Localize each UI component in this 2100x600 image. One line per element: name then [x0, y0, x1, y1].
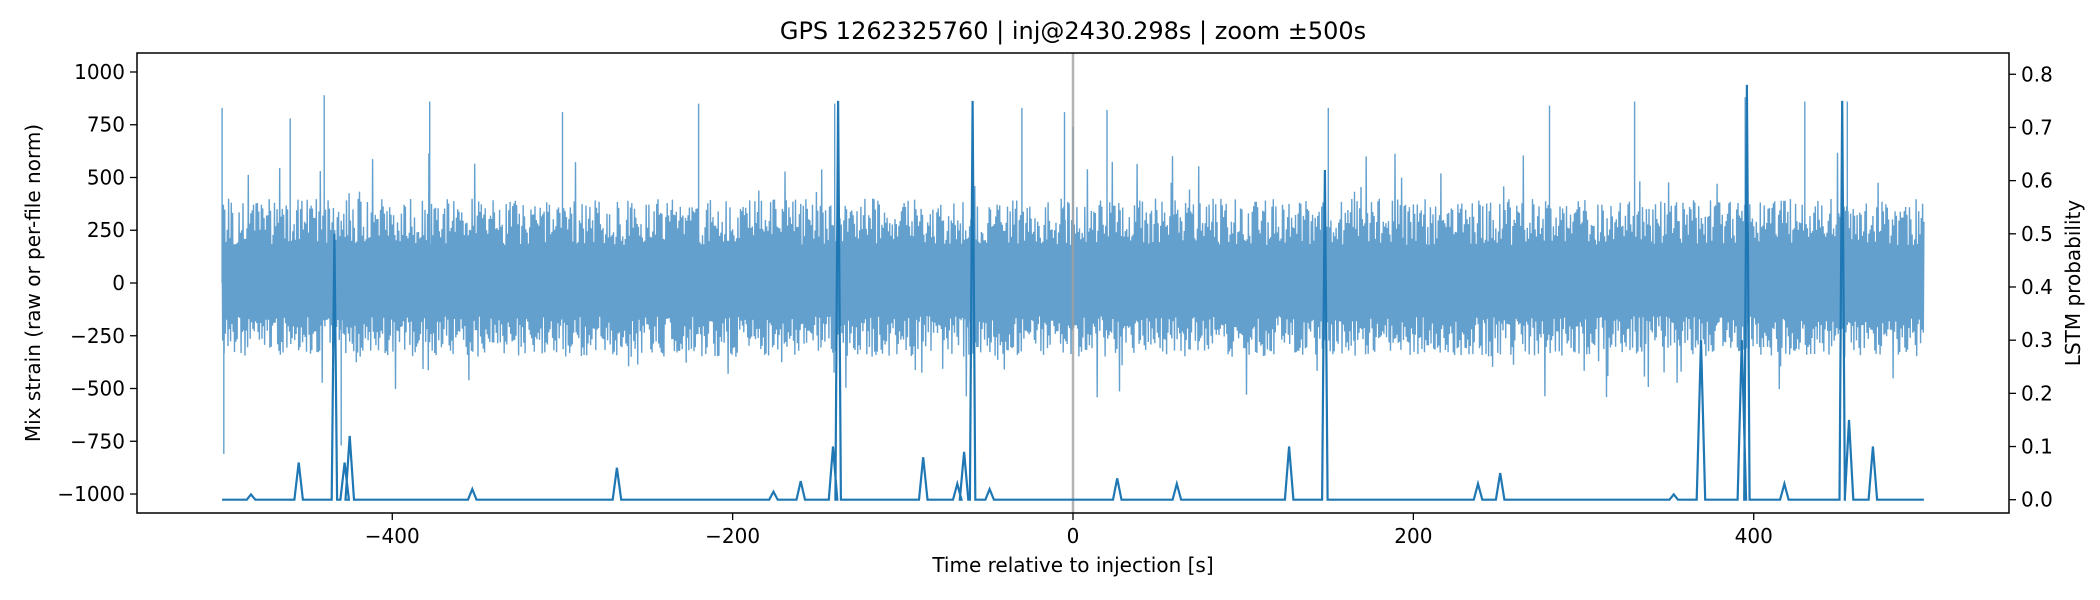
y-left-tick-label: 750: [87, 113, 125, 137]
x-axis-label: Time relative to injection [s]: [931, 553, 1213, 577]
y-right-tick-label: 0.7: [2021, 115, 2053, 139]
y-left-tick-label: −1000: [57, 482, 125, 506]
y-right-tick-label: 0.4: [2021, 275, 2053, 299]
x-tick-label: 400: [1735, 524, 1773, 548]
chart-title: GPS 1262325760 | inj@2430.298s | zoom ±5…: [780, 17, 1366, 45]
lstm-probability-line: [222, 84, 1924, 501]
y-right-tick-label: 0.2: [2021, 381, 2053, 405]
y-left-tick-label: 250: [87, 218, 125, 242]
y-axis-label-right: LSTM probability: [2061, 200, 2085, 367]
y-left-tick-label: 1000: [74, 60, 125, 84]
y-right-tick-label: 0.5: [2021, 222, 2053, 246]
y-left-tick-label: 0: [112, 271, 125, 295]
y-right-tick-label: 0.1: [2021, 435, 2053, 459]
y-left-tick-label: −250: [70, 324, 125, 348]
y-right-tick-label: 0.3: [2021, 328, 2053, 352]
y-right-tick-label: 0.0: [2021, 488, 2053, 512]
y-left-tick-label: −500: [70, 377, 125, 401]
y-left-tick-label: −750: [70, 429, 125, 453]
x-tick-label: 0: [1067, 524, 1080, 548]
y-axis-label-left: Mix strain (raw or per-file norm): [21, 124, 45, 442]
y-right-tick-label: 0.6: [2021, 169, 2053, 193]
x-tick-label: −200: [705, 524, 760, 548]
x-tick-label: −400: [365, 524, 420, 548]
x-tick-label: 200: [1394, 524, 1432, 548]
y-right-tick-label: 0.8: [2021, 62, 2053, 86]
y-left-tick-label: 500: [87, 165, 125, 189]
